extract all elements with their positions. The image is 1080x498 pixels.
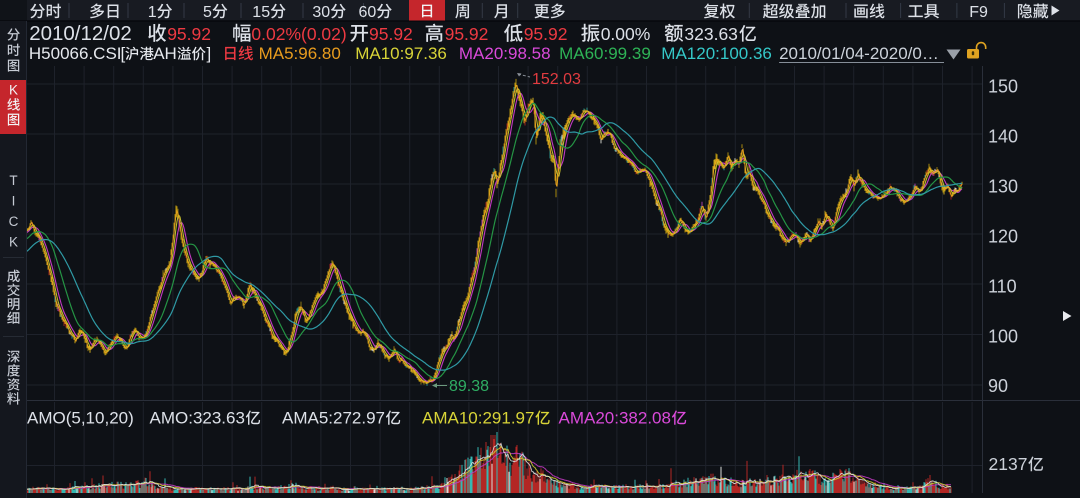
svg-text:AMA20:382.08: AMA20:382.08: [559, 409, 671, 428]
svg-text:0.00%: 0.00%: [601, 24, 651, 44]
svg-text:K: K: [9, 83, 18, 98]
svg-text:AH: AH: [153, 44, 177, 63]
svg-text:AMO(5,10,20): AMO(5,10,20): [27, 409, 134, 428]
svg-text:100: 100: [988, 327, 1018, 347]
svg-text:150: 150: [988, 77, 1018, 97]
svg-text:89.38: 89.38: [449, 378, 489, 395]
svg-text:130: 130: [988, 177, 1018, 197]
svg-text:120: 120: [988, 227, 1018, 247]
svg-text:152.03: 152.03: [532, 71, 581, 88]
svg-text:]: ]: [207, 44, 212, 63]
svg-text:T: T: [9, 173, 17, 188]
svg-text:F9: F9: [969, 4, 988, 21]
svg-text:5: 5: [203, 4, 212, 21]
svg-text:95.92: 95.92: [445, 24, 489, 44]
svg-text:60: 60: [359, 4, 377, 21]
svg-text:0.02%(0.02): 0.02%(0.02): [251, 24, 346, 44]
svg-text:2010/12/02: 2010/12/02: [29, 22, 132, 45]
svg-text:140: 140: [988, 127, 1018, 147]
svg-text:110: 110: [988, 277, 1017, 297]
svg-text:C: C: [9, 214, 19, 229]
svg-text:2137: 2137: [989, 454, 1028, 474]
svg-text:K: K: [9, 235, 18, 250]
svg-text:95.92: 95.92: [524, 24, 568, 44]
svg-text:AMO:323.63: AMO:323.63: [150, 409, 245, 428]
svg-text:AMA10:291.97: AMA10:291.97: [422, 409, 534, 428]
svg-text:[: [: [121, 44, 126, 63]
svg-text:30: 30: [312, 4, 330, 21]
svg-text:95.92: 95.92: [369, 24, 413, 44]
svg-text:MA60:99.39: MA60:99.39: [559, 44, 651, 63]
svg-text:95.92: 95.92: [167, 24, 211, 44]
svg-text:1: 1: [148, 4, 157, 21]
svg-text:MA20:98.58: MA20:98.58: [459, 44, 551, 63]
svg-text:2010/01/04-2020/0…: 2010/01/04-2020/0…: [779, 44, 939, 63]
svg-text:15: 15: [252, 4, 270, 21]
svg-text:MA120:100.36: MA120:100.36: [661, 44, 772, 63]
svg-text:MA10:97.36: MA10:97.36: [355, 44, 447, 63]
svg-text:90: 90: [988, 376, 1008, 396]
svg-text:I: I: [12, 194, 16, 209]
svg-text:MA5:96.80: MA5:96.80: [259, 44, 341, 63]
svg-text:AMA5:272.97: AMA5:272.97: [282, 409, 385, 428]
svg-text:H50066.CSI: H50066.CSI: [29, 44, 122, 63]
svg-text:323.63: 323.63: [684, 24, 738, 44]
